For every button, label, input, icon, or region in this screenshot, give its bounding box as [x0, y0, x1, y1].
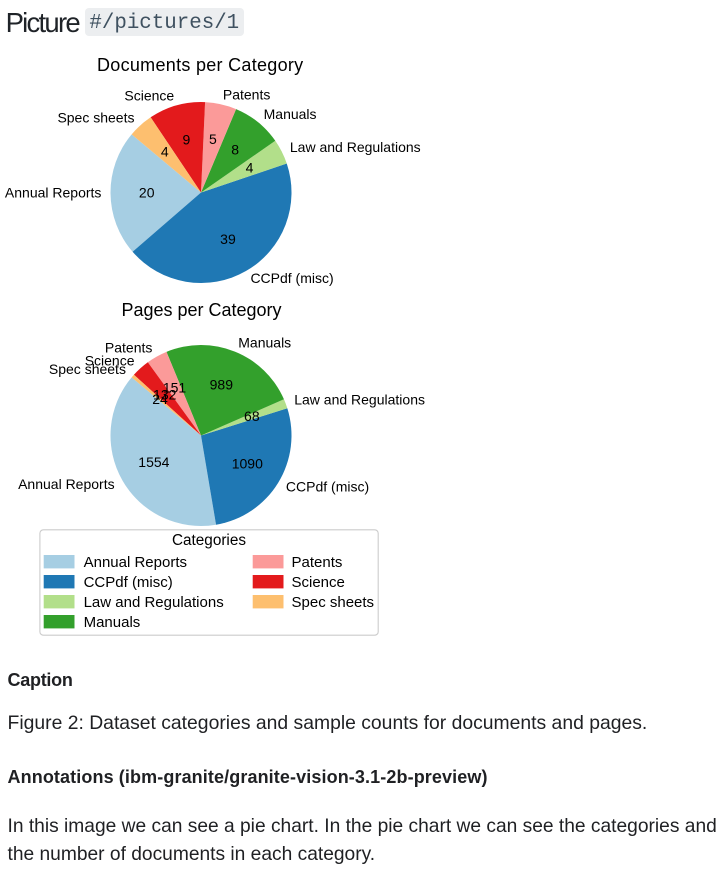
svg-text:4: 4: [161, 143, 169, 159]
svg-text:Annual Reports: Annual Reports: [18, 476, 115, 492]
svg-text:Science: Science: [85, 353, 135, 369]
svg-text:Law and Regulations: Law and Regulations: [294, 392, 425, 408]
svg-text:Spec sheets: Spec sheets: [57, 110, 134, 126]
svg-text:151: 151: [163, 380, 187, 396]
svg-text:Manuals: Manuals: [264, 106, 317, 122]
svg-text:Law and Regulations: Law and Regulations: [84, 594, 224, 611]
svg-text:Patents: Patents: [105, 340, 152, 356]
svg-text:CCPdf (misc): CCPdf (misc): [84, 574, 173, 591]
svg-text:CCPdf (misc): CCPdf (misc): [286, 479, 369, 495]
svg-text:Annual Reports: Annual Reports: [5, 184, 102, 200]
svg-text:4: 4: [246, 159, 254, 175]
svg-text:Documents per Category: Documents per Category: [97, 55, 303, 75]
svg-text:132: 132: [153, 386, 177, 402]
svg-text:Pages per Category: Pages per Category: [121, 300, 281, 320]
svg-text:5: 5: [209, 131, 217, 147]
svg-text:Law and Regulations: Law and Regulations: [290, 139, 421, 155]
svg-text:Annual Reports: Annual Reports: [84, 554, 187, 571]
svg-text:20: 20: [139, 184, 155, 200]
svg-text:Patents: Patents: [223, 86, 270, 102]
svg-text:Science: Science: [124, 88, 174, 104]
svg-text:Spec sheets: Spec sheets: [49, 361, 126, 377]
svg-text:CCPdf (misc): CCPdf (misc): [250, 270, 333, 286]
svg-text:Categories: Categories: [172, 532, 246, 549]
svg-text:989: 989: [210, 377, 234, 393]
svg-text:9: 9: [182, 132, 190, 148]
svg-text:39: 39: [220, 231, 236, 247]
svg-text:1554: 1554: [138, 454, 169, 470]
svg-text:24: 24: [152, 391, 168, 407]
svg-text:Patents: Patents: [292, 554, 343, 571]
svg-text:Manuals: Manuals: [238, 334, 291, 350]
svg-text:68: 68: [244, 408, 260, 424]
svg-text:8: 8: [231, 142, 239, 158]
svg-text:1090: 1090: [232, 455, 263, 471]
svg-text:Science: Science: [292, 574, 345, 591]
svg-text:Manuals: Manuals: [84, 614, 141, 631]
svg-text:Spec sheets: Spec sheets: [292, 594, 375, 611]
